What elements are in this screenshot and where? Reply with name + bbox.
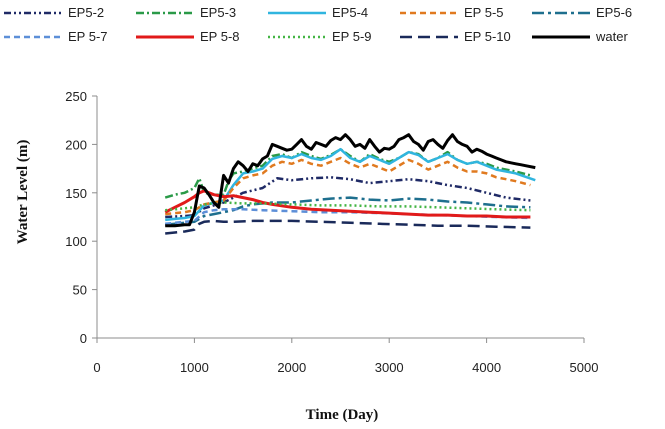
axes: 0 50 100 150 200 250 0 1000 2000 3000 4000 5000 — [65, 89, 598, 375]
legend-label-ep5-3: EP5-3 — [200, 5, 236, 20]
y-tick-label: 50 — [73, 283, 87, 298]
legend-label-ep5-6: EP5-6 — [596, 5, 632, 20]
legend-label-ep5-4: EP5-4 — [332, 5, 368, 20]
series-line-ep5-6 — [165, 196, 531, 226]
series-line-ep-5-5 — [165, 156, 531, 216]
x-tick-label: 3000 — [375, 360, 404, 375]
x-tick-label: 2000 — [277, 360, 306, 375]
series-line-ep-5-8 — [164, 189, 531, 219]
y-tick-label: 0 — [80, 331, 87, 346]
series-layer — [164, 133, 536, 235]
y-tick-label: 100 — [65, 234, 87, 249]
series-line-ep-5-10 — [165, 219, 531, 235]
legend-label-ep-5-10: EP 5-10 — [464, 29, 511, 44]
y-axis-title: Water Level (m) — [15, 140, 31, 245]
series-line-ep5-2 — [165, 176, 531, 219]
legend: EP5-2 EP5-3 EP5-4 EP 5-5 EP5-6 EP 5-7 EP 5-8 EP… — [4, 5, 632, 44]
x-tick-label: 1000 — [180, 360, 209, 375]
x-axis-title: Time (Day) — [306, 407, 379, 423]
legend-label-water: water — [595, 29, 628, 44]
x-tick-label: 4000 — [472, 360, 501, 375]
x-tick-label: 5000 — [570, 360, 599, 375]
x-tick-label: 0 — [93, 360, 100, 375]
y-tick-label: 200 — [65, 137, 87, 152]
legend-label-ep-5-9: EP 5-9 — [332, 29, 372, 44]
legend-label-ep5-2: EP5-2 — [68, 5, 104, 20]
y-tick-label: 250 — [65, 89, 87, 104]
series-line-water — [165, 133, 536, 228]
legend-label-ep-5-8: EP 5-8 — [200, 29, 240, 44]
legend-label-ep-5-5: EP 5-5 — [464, 5, 504, 20]
legend-label-ep-5-7: EP 5-7 — [68, 29, 108, 44]
y-tick-label: 150 — [65, 186, 87, 201]
